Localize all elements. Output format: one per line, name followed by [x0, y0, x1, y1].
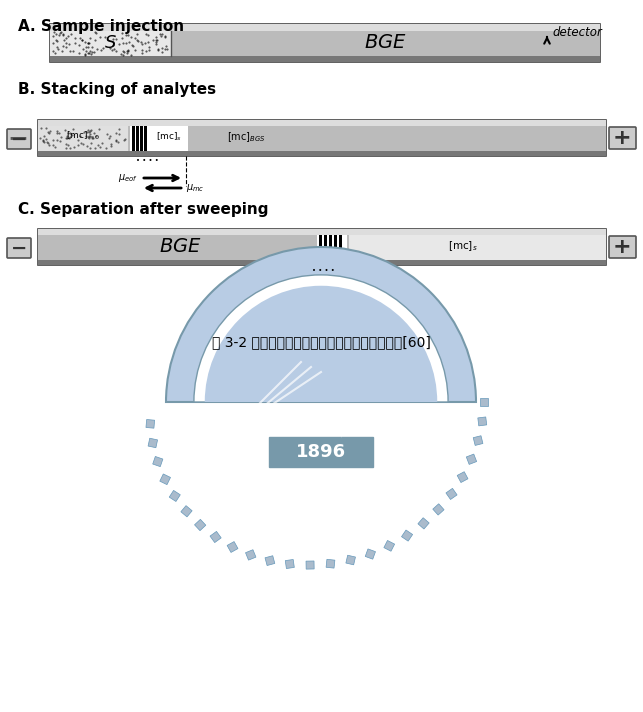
Bar: [181, 506, 192, 517]
Bar: [473, 436, 483, 446]
Text: ✦: ✦: [331, 420, 352, 444]
Wedge shape: [194, 275, 448, 402]
Bar: [38, 151, 606, 156]
FancyBboxPatch shape: [609, 236, 636, 258]
Text: 1896: 1896: [296, 443, 346, 461]
Text: $\mu_{eof}$: $\mu_{eof}$: [118, 172, 138, 184]
Bar: [160, 474, 170, 485]
Bar: [365, 549, 376, 559]
Text: [mc]$_{BGS}$: [mc]$_{BGS}$: [227, 130, 266, 144]
FancyBboxPatch shape: [609, 127, 636, 149]
Bar: [306, 561, 314, 569]
Bar: [326, 560, 335, 568]
Text: B. Stacking of analytes: B. Stacking of analytes: [18, 82, 216, 97]
Bar: [144, 127, 147, 151]
Bar: [334, 236, 337, 260]
Bar: [329, 236, 332, 260]
Text: [mc]$_{=0}$: [mc]$_{=0}$: [66, 130, 100, 142]
Text: C. Separation after sweeping: C. Separation after sweeping: [18, 202, 269, 217]
Text: −: −: [11, 130, 27, 149]
Bar: [152, 456, 163, 466]
FancyBboxPatch shape: [7, 238, 31, 258]
Bar: [50, 31, 600, 56]
Bar: [446, 488, 457, 500]
Bar: [478, 417, 487, 426]
Bar: [38, 229, 606, 265]
Text: detector: detector: [552, 26, 602, 38]
Bar: [132, 127, 134, 151]
Bar: [38, 236, 606, 260]
Text: −: −: [8, 126, 28, 150]
Bar: [210, 531, 221, 543]
Bar: [457, 472, 468, 483]
Bar: [285, 560, 294, 568]
Text: • • • •: • • • •: [312, 268, 335, 274]
Bar: [480, 398, 488, 406]
Bar: [50, 24, 600, 31]
Bar: [324, 236, 327, 260]
Text: $S$: $S$: [104, 34, 117, 52]
Bar: [466, 454, 476, 464]
Bar: [265, 556, 275, 565]
Text: $BGE$: $BGE$: [159, 236, 201, 256]
Bar: [317, 236, 347, 260]
Text: • • • •: • • • •: [136, 158, 159, 164]
Bar: [146, 419, 154, 428]
Bar: [246, 550, 256, 560]
Bar: [346, 555, 356, 565]
Bar: [384, 540, 395, 551]
Bar: [401, 530, 413, 541]
Bar: [38, 127, 128, 151]
Bar: [130, 127, 166, 151]
Text: A. Sample injection: A. Sample injection: [18, 19, 184, 34]
Text: +: +: [613, 128, 631, 148]
Bar: [433, 504, 444, 515]
Text: +: +: [613, 237, 631, 257]
Text: −: −: [11, 239, 27, 258]
Bar: [38, 127, 606, 151]
Wedge shape: [204, 286, 437, 402]
Bar: [50, 31, 171, 56]
Bar: [38, 120, 606, 127]
Bar: [148, 438, 158, 448]
Bar: [136, 127, 138, 151]
Bar: [50, 24, 600, 62]
Bar: [269, 437, 373, 467]
Bar: [38, 120, 606, 156]
Text: [mc]$_s$: [mc]$_s$: [448, 239, 477, 253]
Text: $BGE$: $BGE$: [364, 33, 407, 53]
Bar: [150, 127, 188, 151]
Bar: [418, 518, 429, 529]
Bar: [339, 236, 342, 260]
Text: [mc]$_s$: [mc]$_s$: [156, 131, 182, 143]
Wedge shape: [166, 247, 476, 402]
Bar: [195, 519, 206, 530]
Text: 圖 3-2 陽離子界面活性劑揚採式線上濃縮示意圖[60]: 圖 3-2 陽離子界面活性劑揚採式線上濃縮示意圖[60]: [212, 335, 430, 349]
Bar: [227, 542, 238, 553]
Bar: [50, 56, 600, 62]
Bar: [349, 236, 606, 260]
Bar: [38, 229, 606, 236]
Bar: [169, 491, 180, 501]
Bar: [38, 260, 606, 265]
Text: $\mu_{mc}$: $\mu_{mc}$: [186, 182, 204, 194]
FancyBboxPatch shape: [7, 129, 31, 149]
Bar: [319, 236, 322, 260]
Bar: [140, 127, 143, 151]
